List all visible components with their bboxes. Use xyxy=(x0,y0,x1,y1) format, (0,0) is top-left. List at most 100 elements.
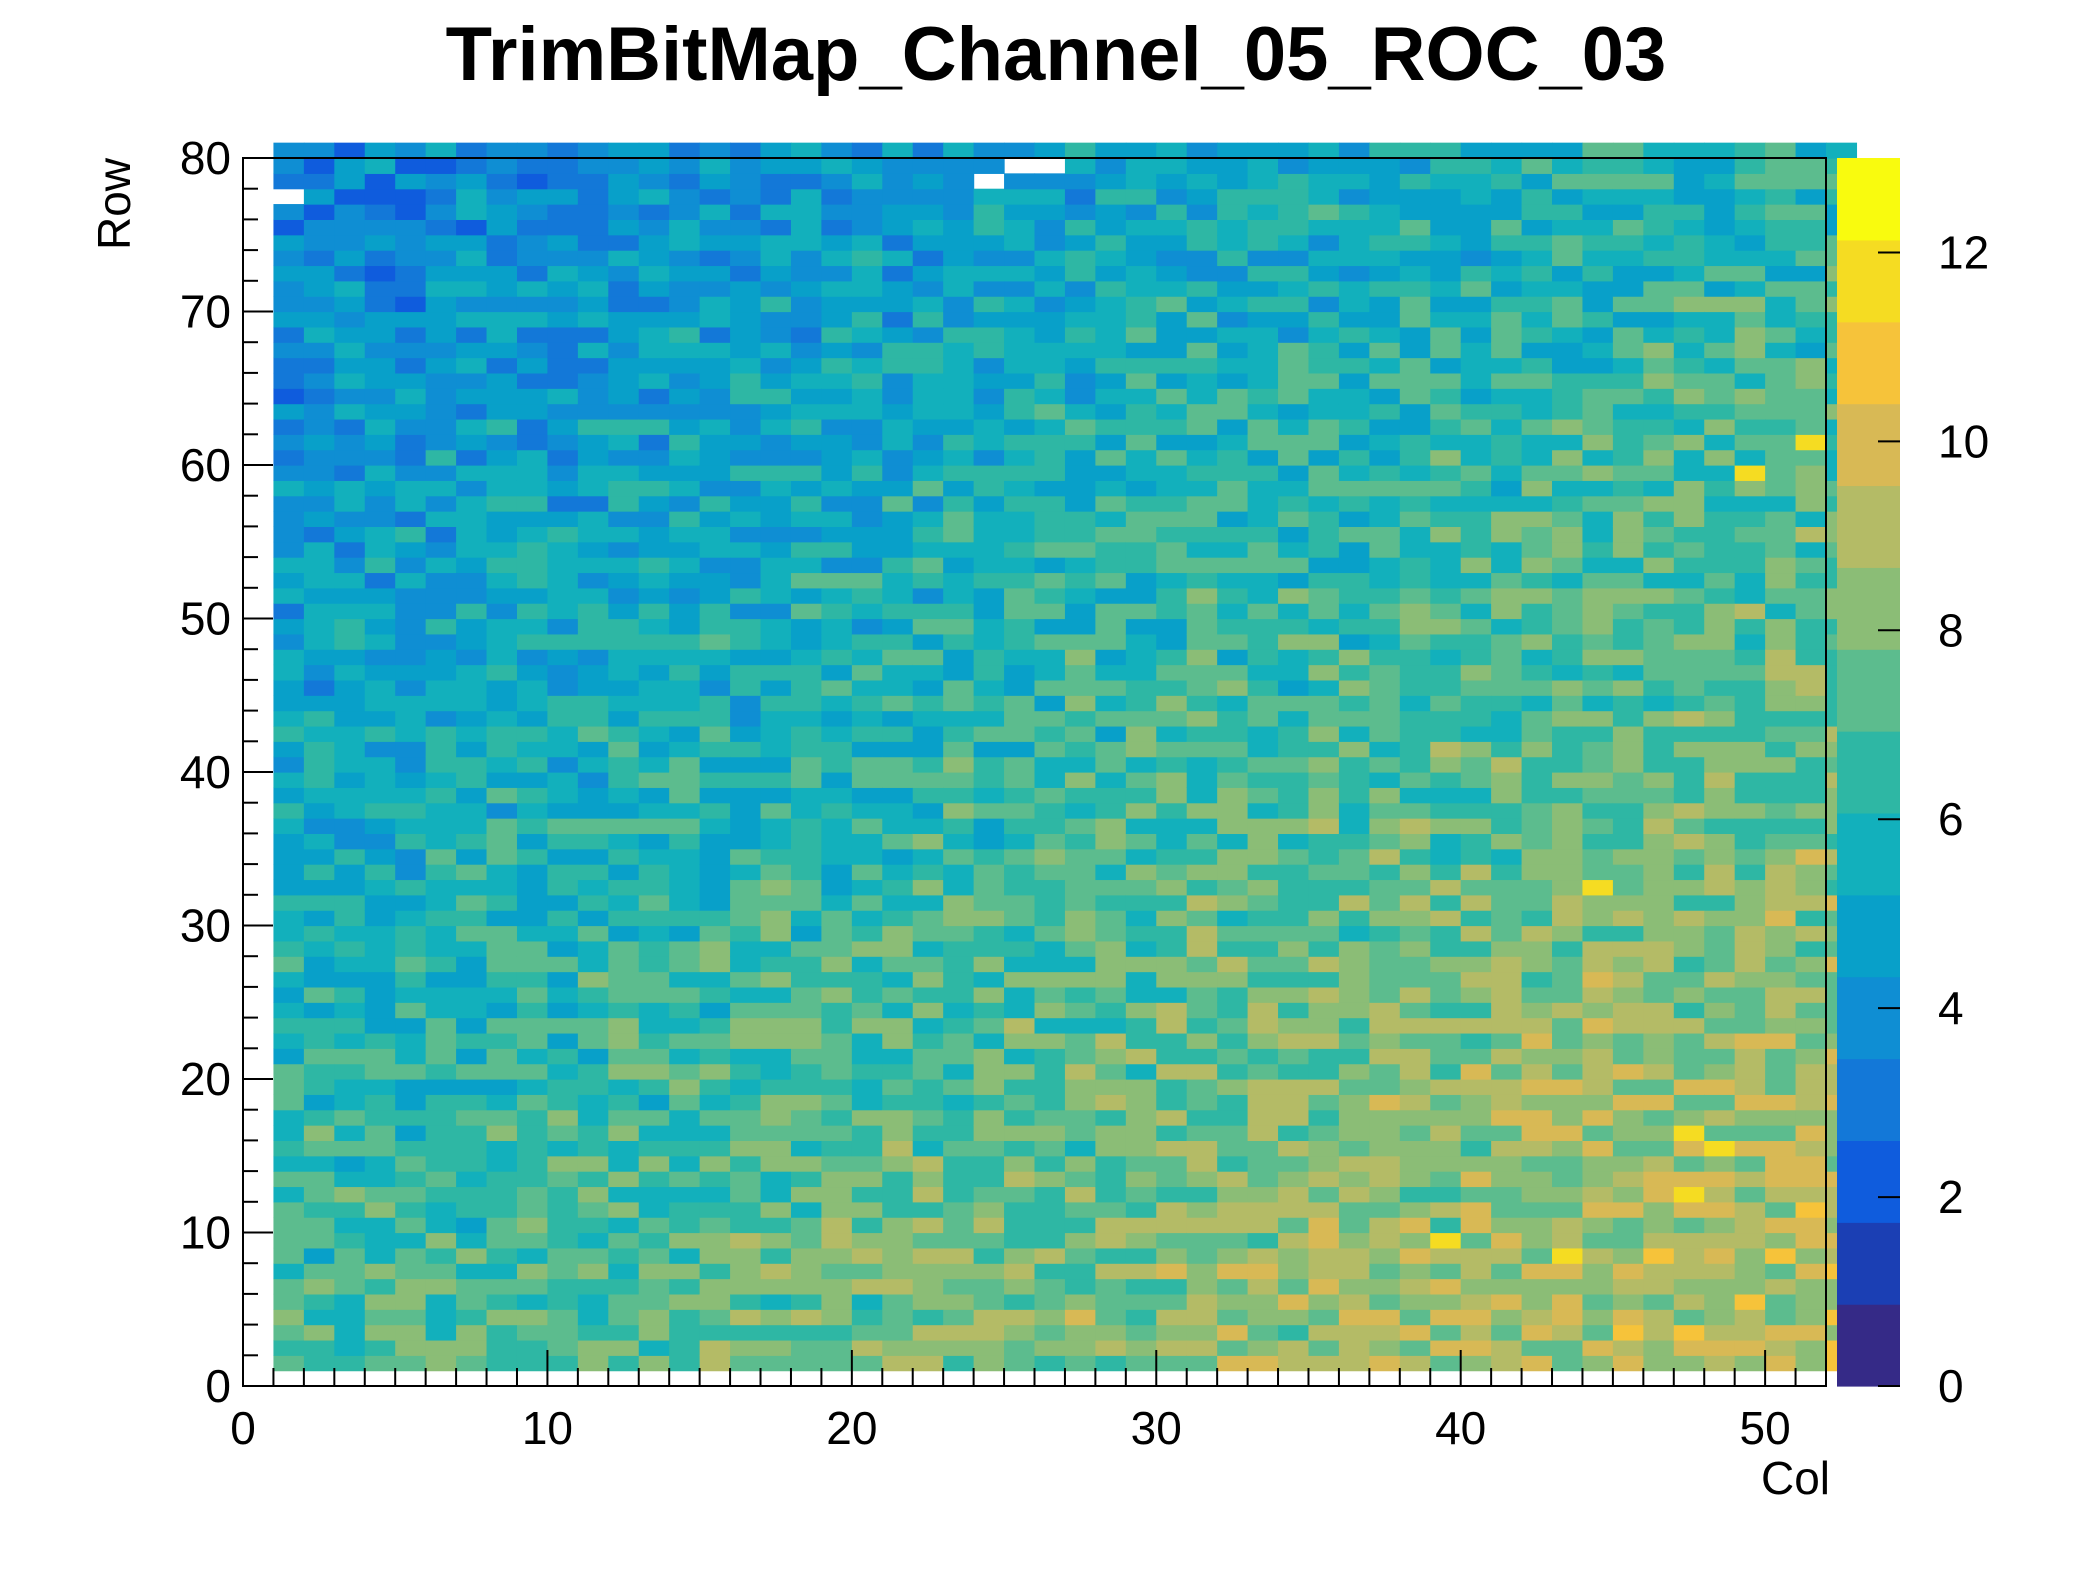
heatmap-cell xyxy=(273,1155,305,1172)
heatmap-cell xyxy=(364,296,396,313)
heatmap-cell xyxy=(1004,1109,1036,1126)
heatmap-cell xyxy=(364,679,396,696)
heatmap-cell xyxy=(1338,833,1370,850)
heatmap-cell xyxy=(1765,603,1797,620)
heatmap-cell xyxy=(1278,679,1310,696)
heatmap-cell xyxy=(395,725,427,742)
heatmap-cell xyxy=(1582,296,1614,313)
heatmap-cell xyxy=(425,787,457,804)
heatmap-cell xyxy=(1369,188,1401,205)
heatmap-cell xyxy=(821,173,853,190)
heatmap-cell xyxy=(456,864,488,881)
heatmap-cell xyxy=(1278,603,1310,620)
heatmap-cell xyxy=(1156,1140,1188,1157)
heatmap-cell xyxy=(821,418,853,435)
heatmap-cell xyxy=(1156,802,1188,819)
heatmap-cell xyxy=(1125,557,1157,574)
heatmap-cell xyxy=(1765,280,1797,297)
heatmap-cell xyxy=(273,158,305,174)
heatmap-cell xyxy=(364,1032,396,1049)
heatmap-cell xyxy=(730,173,762,190)
heatmap-cell xyxy=(1064,664,1096,681)
heatmap-cell xyxy=(1704,1109,1736,1126)
heatmap-cell xyxy=(547,695,579,712)
heatmap-cell xyxy=(1278,1171,1310,1188)
heatmap-cell xyxy=(273,296,305,313)
heatmap-cell xyxy=(638,725,670,742)
heatmap-cell xyxy=(1552,986,1584,1003)
heatmap-cell xyxy=(577,1201,609,1218)
heatmap-cell xyxy=(851,572,883,589)
heatmap-cell xyxy=(1582,311,1614,328)
heatmap-cell xyxy=(516,418,549,435)
heatmap-cell xyxy=(1643,725,1675,742)
heatmap-cell xyxy=(1430,1002,1462,1019)
heatmap-cell xyxy=(1186,1309,1218,1326)
heatmap-cell xyxy=(1125,372,1157,389)
heatmap-cell xyxy=(516,833,549,850)
heatmap-cell xyxy=(1125,1032,1157,1049)
heatmap-cell xyxy=(1217,787,1249,804)
heatmap-cell xyxy=(425,725,457,742)
heatmap-cell xyxy=(1278,956,1310,973)
heatmap-cell xyxy=(425,1355,457,1372)
heatmap-cell xyxy=(1491,802,1523,819)
heatmap-cell xyxy=(1186,664,1218,681)
heatmap-cell xyxy=(1034,1232,1066,1249)
chart-title: TrimBitMap_Channel_05_ROC_03 xyxy=(446,12,1667,97)
heatmap-cell xyxy=(1734,1079,1766,1095)
heatmap-cell xyxy=(577,879,609,896)
heatmap-cell xyxy=(821,910,853,927)
heatmap-cell xyxy=(1399,940,1431,957)
heatmap-cell xyxy=(699,894,731,911)
heatmap-cell xyxy=(669,434,701,451)
heatmap-cell xyxy=(1338,158,1370,174)
heatmap-cell xyxy=(1004,1324,1036,1341)
heatmap-cell xyxy=(1795,1109,1827,1126)
heatmap-cell xyxy=(1247,1171,1279,1188)
heatmap-cell xyxy=(364,741,396,758)
heatmap-cell xyxy=(1186,833,1218,850)
heatmap-cell xyxy=(1278,173,1310,190)
heatmap-cell xyxy=(912,986,944,1003)
heatmap-cell xyxy=(1338,1109,1370,1126)
heatmap-cell xyxy=(1582,403,1614,420)
heatmap-cell xyxy=(273,449,305,466)
heatmap-cell xyxy=(486,449,518,466)
heatmap-cell xyxy=(1734,618,1766,635)
heatmap-cell xyxy=(1460,848,1492,865)
heatmap-cell xyxy=(973,986,1005,1003)
heatmap-cell xyxy=(1430,465,1462,481)
heatmap-cell xyxy=(669,940,701,957)
heatmap-cell xyxy=(1064,541,1096,558)
heatmap-cell xyxy=(547,894,579,911)
heatmap-cell xyxy=(456,956,488,973)
heatmap-cell xyxy=(334,1324,366,1341)
heatmap-cell xyxy=(486,1063,518,1080)
heatmap-cell xyxy=(1673,541,1705,558)
heatmap-cell xyxy=(1278,618,1310,635)
heatmap-cell xyxy=(1278,1355,1310,1372)
heatmap-cell xyxy=(1460,1171,1492,1188)
heatmap-cell xyxy=(821,204,853,220)
heatmap-cell xyxy=(1186,418,1218,435)
heatmap-cell xyxy=(1217,158,1249,174)
heatmap-cell xyxy=(1004,894,1036,911)
heatmap-cell xyxy=(1125,1186,1157,1203)
heatmap-cell xyxy=(547,618,579,635)
heatmap-cell xyxy=(669,142,701,159)
heatmap-cell xyxy=(273,342,305,359)
heatmap-cell xyxy=(851,388,883,405)
heatmap-cell xyxy=(1095,587,1127,604)
heatmap-cell xyxy=(973,1217,1005,1234)
heatmap-cell xyxy=(1034,1201,1066,1218)
heatmap-cell xyxy=(1125,1017,1157,1034)
heatmap-cell xyxy=(1430,1355,1462,1372)
heatmap-cell xyxy=(1399,833,1431,850)
heatmap-cell xyxy=(1338,372,1370,389)
heatmap-cell xyxy=(1338,879,1370,896)
heatmap-cell xyxy=(425,418,457,435)
heatmap-cell xyxy=(1095,1263,1127,1280)
heatmap-cell xyxy=(303,342,335,359)
heatmap-cell xyxy=(456,449,488,466)
